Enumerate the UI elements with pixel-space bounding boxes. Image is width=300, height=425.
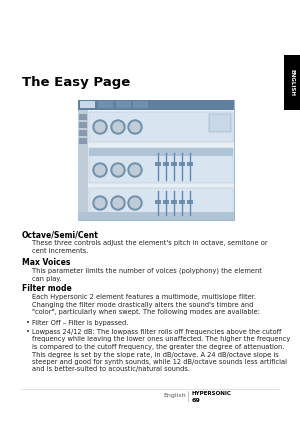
FancyBboxPatch shape bbox=[163, 200, 169, 204]
FancyBboxPatch shape bbox=[171, 162, 177, 166]
Circle shape bbox=[95, 198, 105, 208]
Circle shape bbox=[128, 196, 142, 210]
Circle shape bbox=[93, 196, 107, 210]
FancyBboxPatch shape bbox=[79, 114, 87, 120]
FancyBboxPatch shape bbox=[78, 212, 234, 220]
Text: ENGLISH: ENGLISH bbox=[290, 69, 295, 96]
Text: Octave/Semi/Cent: Octave/Semi/Cent bbox=[22, 230, 99, 239]
Circle shape bbox=[95, 165, 105, 175]
FancyBboxPatch shape bbox=[89, 148, 233, 156]
Circle shape bbox=[113, 198, 123, 208]
Text: •: • bbox=[26, 329, 30, 335]
Text: These three controls adjust the element's pitch in octave, semitone or
cent incr: These three controls adjust the element'… bbox=[32, 240, 268, 253]
Text: Filter Off – Filter is bypassed.: Filter Off – Filter is bypassed. bbox=[32, 320, 128, 326]
FancyBboxPatch shape bbox=[179, 200, 185, 204]
FancyBboxPatch shape bbox=[98, 101, 113, 108]
FancyBboxPatch shape bbox=[78, 100, 234, 220]
Circle shape bbox=[111, 163, 125, 177]
FancyBboxPatch shape bbox=[187, 200, 193, 204]
FancyBboxPatch shape bbox=[187, 162, 193, 166]
FancyBboxPatch shape bbox=[79, 138, 87, 144]
Text: 69: 69 bbox=[192, 398, 201, 403]
Circle shape bbox=[113, 122, 123, 132]
Circle shape bbox=[111, 120, 125, 134]
Text: Each Hypersonic 2 element features a multimode, multislope filter.
Changing the : Each Hypersonic 2 element features a mul… bbox=[32, 294, 260, 315]
FancyBboxPatch shape bbox=[89, 148, 233, 183]
Circle shape bbox=[113, 165, 123, 175]
FancyBboxPatch shape bbox=[155, 162, 161, 166]
Circle shape bbox=[128, 163, 142, 177]
Circle shape bbox=[93, 120, 107, 134]
Text: Filter mode: Filter mode bbox=[22, 284, 72, 293]
FancyBboxPatch shape bbox=[155, 200, 161, 204]
FancyBboxPatch shape bbox=[78, 100, 234, 110]
Circle shape bbox=[93, 163, 107, 177]
FancyBboxPatch shape bbox=[163, 162, 169, 166]
Text: This parameter limits the number of voices (polyphony) the element
can play.: This parameter limits the number of voic… bbox=[32, 268, 262, 282]
Text: The Easy Page: The Easy Page bbox=[22, 76, 130, 89]
FancyBboxPatch shape bbox=[179, 162, 185, 166]
Circle shape bbox=[95, 122, 105, 132]
FancyBboxPatch shape bbox=[116, 101, 131, 108]
FancyBboxPatch shape bbox=[79, 130, 87, 136]
FancyBboxPatch shape bbox=[209, 114, 231, 132]
Text: HYPERSONIC: HYPERSONIC bbox=[192, 391, 232, 396]
Circle shape bbox=[130, 122, 140, 132]
Text: Lowpass 24/12 dB: The lowpass filter rolls off frequencies above the cutoff
freq: Lowpass 24/12 dB: The lowpass filter rol… bbox=[32, 329, 290, 372]
Circle shape bbox=[130, 165, 140, 175]
FancyBboxPatch shape bbox=[78, 110, 88, 220]
FancyBboxPatch shape bbox=[171, 200, 177, 204]
FancyBboxPatch shape bbox=[284, 55, 300, 110]
Circle shape bbox=[111, 196, 125, 210]
FancyBboxPatch shape bbox=[80, 101, 95, 108]
Text: Max Voices: Max Voices bbox=[22, 258, 70, 267]
FancyBboxPatch shape bbox=[89, 188, 233, 218]
Circle shape bbox=[130, 198, 140, 208]
FancyBboxPatch shape bbox=[79, 122, 87, 128]
Text: English: English bbox=[164, 393, 186, 398]
FancyBboxPatch shape bbox=[89, 112, 233, 142]
Circle shape bbox=[128, 120, 142, 134]
FancyBboxPatch shape bbox=[133, 101, 148, 108]
Text: •: • bbox=[26, 320, 30, 326]
